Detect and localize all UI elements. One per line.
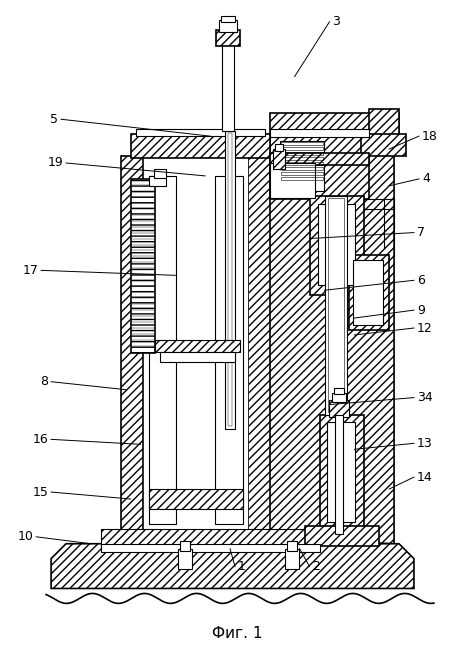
Text: 5: 5 bbox=[50, 113, 58, 126]
Polygon shape bbox=[51, 544, 414, 589]
Bar bbox=[281, 167, 323, 170]
Bar bbox=[336, 414, 343, 534]
Bar bbox=[270, 129, 369, 137]
Bar bbox=[281, 152, 323, 155]
Bar bbox=[136, 129, 265, 136]
Bar bbox=[270, 153, 369, 165]
Bar bbox=[273, 149, 285, 169]
Text: 3: 3 bbox=[332, 15, 340, 28]
Bar bbox=[281, 177, 323, 180]
Bar bbox=[222, 44, 234, 131]
Bar bbox=[319, 414, 364, 529]
Text: 7: 7 bbox=[417, 226, 425, 239]
Text: 13: 13 bbox=[417, 437, 433, 450]
Bar bbox=[328, 198, 345, 412]
Bar bbox=[155, 169, 166, 178]
Bar bbox=[280, 141, 325, 191]
Bar bbox=[180, 541, 190, 550]
Text: 6: 6 bbox=[417, 274, 425, 287]
Bar bbox=[281, 172, 323, 175]
Text: 4: 4 bbox=[422, 172, 430, 185]
Text: 12: 12 bbox=[417, 321, 433, 335]
Bar bbox=[248, 156, 270, 534]
Bar bbox=[329, 399, 349, 418]
Text: 9: 9 bbox=[417, 304, 425, 317]
Bar bbox=[101, 529, 319, 546]
Text: 17: 17 bbox=[22, 264, 38, 277]
Bar bbox=[225, 131, 235, 430]
Text: 10: 10 bbox=[18, 530, 33, 543]
Bar bbox=[328, 422, 356, 522]
Bar bbox=[305, 526, 379, 546]
Bar bbox=[178, 548, 192, 569]
Bar bbox=[332, 393, 346, 401]
Text: 1: 1 bbox=[238, 560, 246, 573]
Bar bbox=[215, 176, 243, 524]
Bar bbox=[353, 261, 383, 325]
Bar bbox=[275, 144, 283, 151]
Text: Фиг. 1: Фиг. 1 bbox=[212, 626, 262, 641]
Bar bbox=[281, 142, 323, 145]
Bar bbox=[270, 134, 369, 199]
Bar bbox=[131, 179, 155, 353]
Bar bbox=[281, 162, 323, 165]
Bar bbox=[281, 147, 323, 150]
Bar bbox=[270, 163, 315, 198]
Text: 14: 14 bbox=[417, 471, 433, 484]
Text: 2: 2 bbox=[312, 560, 320, 573]
Bar bbox=[287, 541, 297, 550]
Bar bbox=[143, 156, 248, 529]
Bar bbox=[155, 340, 240, 352]
Text: 16: 16 bbox=[32, 433, 48, 446]
Bar bbox=[310, 196, 364, 295]
Bar bbox=[285, 548, 299, 569]
Bar bbox=[131, 134, 270, 158]
Bar bbox=[161, 352, 235, 362]
Bar bbox=[216, 30, 240, 46]
Bar bbox=[101, 544, 319, 552]
Bar bbox=[318, 204, 356, 285]
Bar bbox=[221, 16, 235, 22]
Bar bbox=[281, 157, 323, 160]
Text: 19: 19 bbox=[47, 156, 63, 170]
Bar bbox=[335, 387, 345, 393]
Bar bbox=[148, 489, 243, 509]
Text: 15: 15 bbox=[32, 486, 48, 498]
Text: 18: 18 bbox=[422, 129, 438, 143]
Bar bbox=[148, 176, 166, 186]
Bar bbox=[219, 20, 237, 32]
Bar bbox=[361, 134, 406, 156]
Text: 8: 8 bbox=[40, 375, 48, 388]
Bar bbox=[369, 110, 399, 139]
Bar bbox=[228, 133, 232, 426]
Text: 34: 34 bbox=[417, 391, 433, 404]
Bar bbox=[121, 156, 143, 534]
Bar bbox=[148, 176, 176, 524]
Bar bbox=[270, 114, 399, 135]
Bar bbox=[143, 156, 248, 534]
Bar bbox=[349, 255, 389, 330]
Bar bbox=[326, 196, 347, 414]
